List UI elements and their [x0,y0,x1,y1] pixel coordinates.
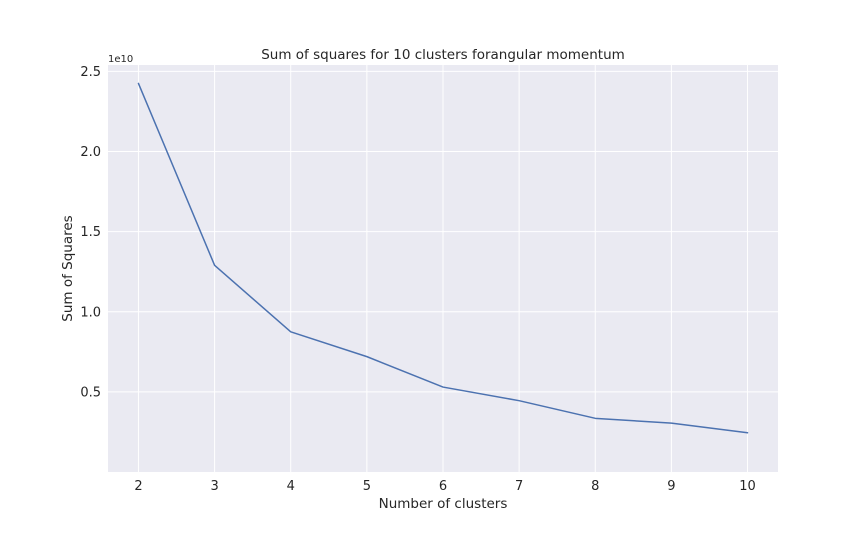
series-layer [137,82,749,434]
x-tick-label: 5 [363,479,371,494]
x-tick-label: 2 [134,479,142,494]
x-tick-label: 3 [210,479,218,494]
y-tick-label: 1.0 [80,305,101,320]
y-gridlines [108,70,778,393]
y-axis-offset-label: 1e10 [108,54,133,65]
x-tick-label: 7 [515,479,523,494]
chart-title: Sum of squares for 10 clusters forangula… [261,47,625,63]
x-tick-label: 9 [667,479,675,494]
y-tick-label: 2.5 [80,65,101,80]
x-tick-label: 10 [739,479,756,494]
y-tick-label: 0.5 [80,385,101,400]
x-gridlines [137,65,749,472]
y-tick-label: 1.5 [80,225,101,240]
y-tick-labels: 0.5 1.0 1.5 2.0 2.5 [80,65,101,400]
y-tick-label: 2.0 [80,145,101,160]
y-axis-label: Sum of Squares [60,215,76,321]
x-tick-label: 6 [439,479,447,494]
x-tick-labels: 2 3 4 5 6 7 8 9 10 [134,479,756,494]
x-axis-label: Number of clusters [379,496,508,512]
x-tick-label: 8 [591,479,599,494]
series-line [137,82,749,434]
x-tick-label: 4 [287,479,295,494]
